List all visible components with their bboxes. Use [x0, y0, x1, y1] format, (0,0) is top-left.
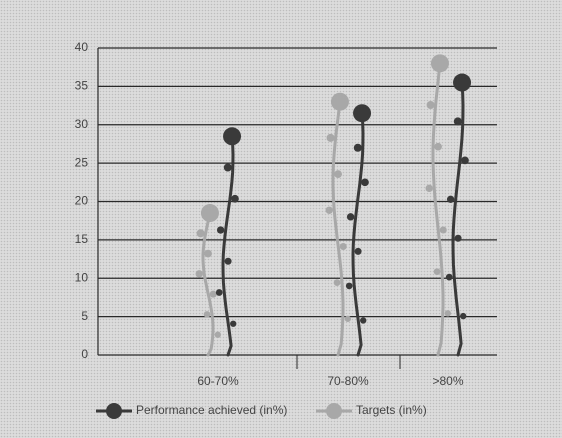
y-tick-label: 0: [81, 347, 88, 361]
vine-stem: [351, 111, 365, 357]
vine-bud: [333, 279, 341, 286]
vine-bud: [344, 315, 351, 322]
vine-stem: [451, 81, 465, 357]
vine-bud: [209, 290, 217, 298]
vine-bud: [434, 142, 442, 151]
vine-bud: [203, 311, 211, 318]
vine-bud: [334, 170, 342, 178]
vine-bud: [425, 184, 433, 193]
vine-bud: [224, 257, 232, 265]
vine-bud: [446, 195, 455, 203]
y-tick-label: 35: [75, 79, 89, 93]
vine-bud: [353, 143, 362, 152]
y-tick-label: 20: [75, 194, 89, 208]
legend-label: Performance achieved (in%): [136, 403, 287, 417]
x-tick-label: 60-70%: [197, 374, 239, 388]
vine-bud: [195, 270, 203, 278]
vine-bud: [439, 226, 447, 234]
vine-bud: [326, 133, 335, 142]
y-tick-label: 30: [75, 117, 89, 131]
vine-bud: [214, 331, 221, 338]
vine-bud: [230, 320, 237, 327]
vine-stem: [431, 61, 445, 357]
y-tick-label: 10: [75, 270, 89, 284]
y-tick-label: 5: [81, 309, 88, 323]
vine-bud: [453, 117, 462, 126]
vine-bud: [196, 229, 205, 238]
y-tick-label: 15: [75, 232, 89, 246]
vine-bud: [461, 156, 469, 165]
vine-bud: [223, 163, 232, 172]
vine-bud: [454, 234, 462, 242]
x-tick-label: >80%: [432, 374, 463, 388]
vine-bud: [426, 100, 435, 110]
vine-ball: [200, 204, 219, 223]
vine-bud: [460, 312, 467, 320]
vine-ball: [223, 127, 242, 146]
vine-ball: [430, 54, 449, 73]
vine-bud: [345, 282, 353, 290]
vine-ball: [330, 92, 349, 111]
x-tick-label: 70-80%: [327, 374, 369, 388]
vine-ball: [453, 73, 472, 92]
vine-stem: [201, 211, 215, 357]
y-tick-label: 25: [75, 155, 89, 169]
vine-bud: [444, 310, 451, 317]
legend-marker: [106, 403, 122, 419]
vine-bud: [346, 213, 355, 221]
vine-bud: [216, 226, 225, 234]
vine-bud: [231, 194, 239, 203]
vine-bud: [204, 249, 212, 258]
vine-bud: [445, 273, 453, 281]
vine-bud: [361, 178, 369, 187]
legend-label: Targets (in%): [356, 403, 427, 417]
vine-bud: [433, 268, 441, 276]
vine-ball: [353, 104, 372, 123]
vine-bud: [360, 317, 367, 324]
vine-bud: [339, 242, 347, 250]
y-tick-label: 40: [75, 40, 89, 54]
legend-marker: [326, 403, 342, 419]
vine-stem: [221, 134, 235, 357]
vine-bud: [325, 206, 333, 214]
vine-bud: [354, 247, 362, 255]
vine-bud: [215, 289, 223, 296]
vine-stem: [331, 100, 345, 357]
